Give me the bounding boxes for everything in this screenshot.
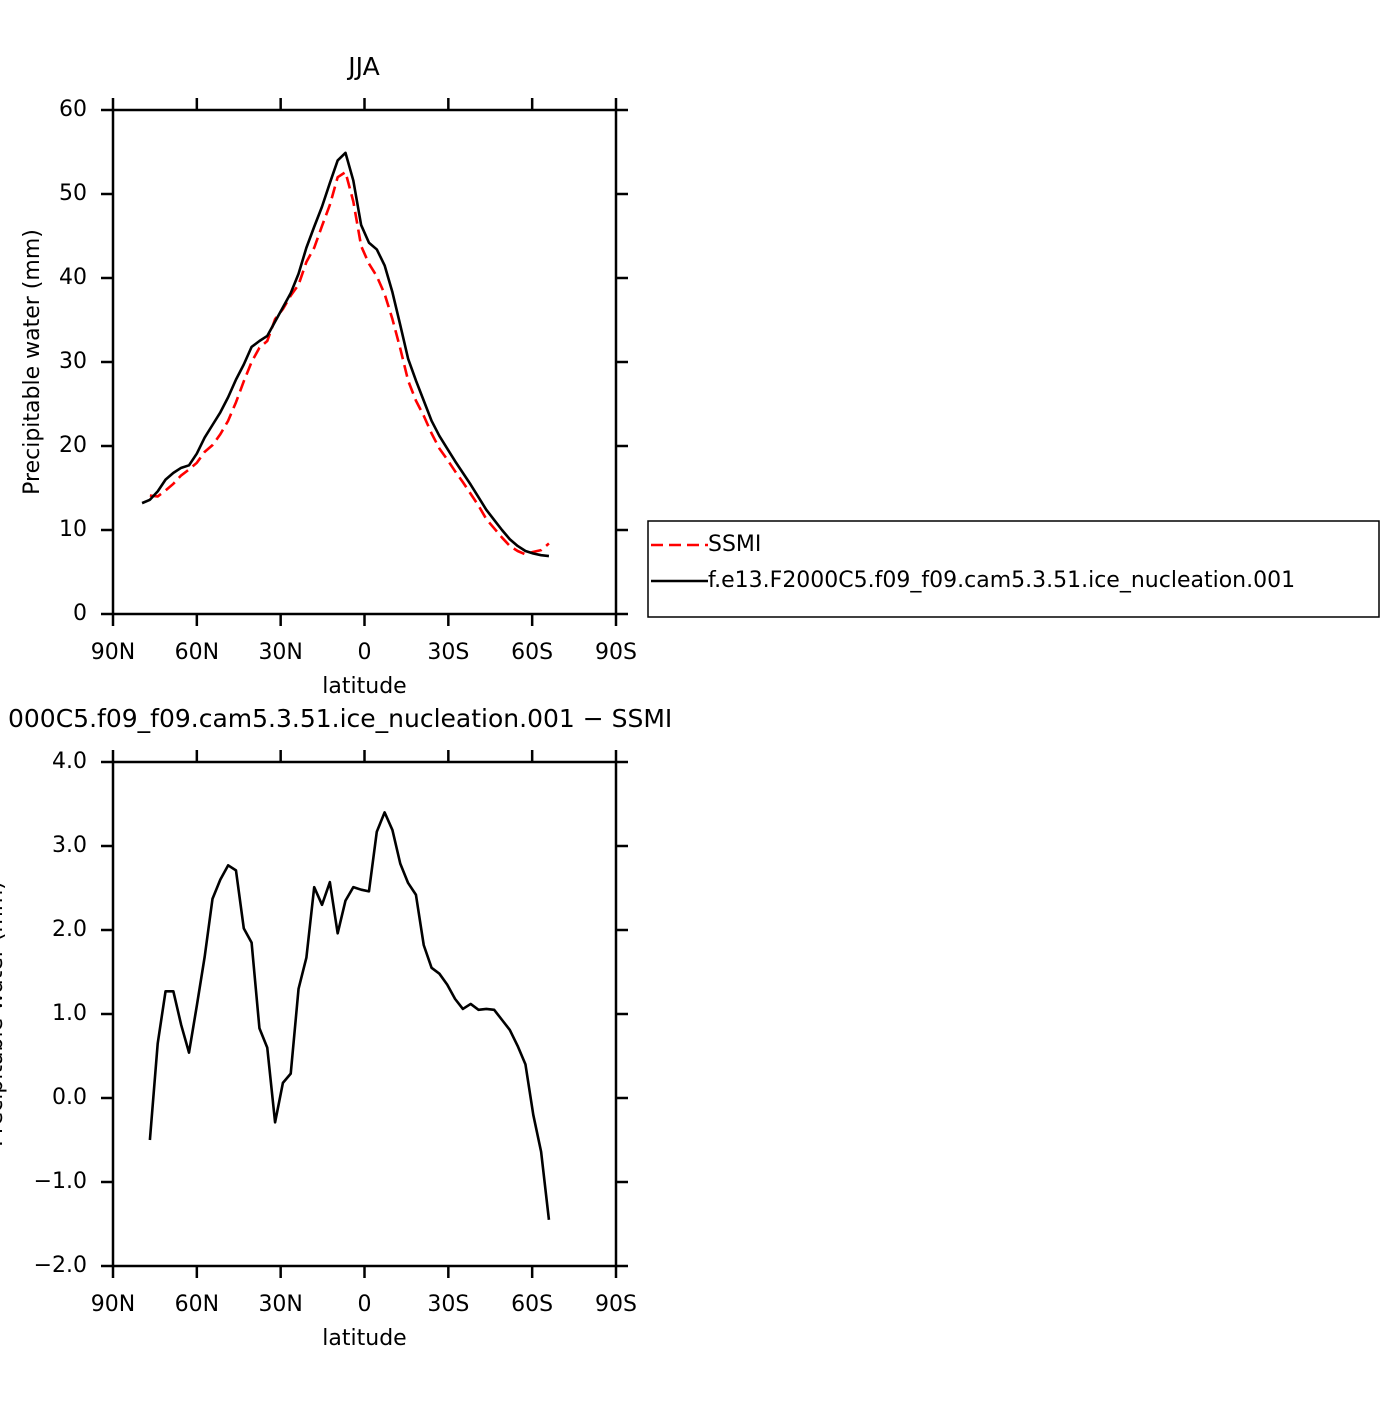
y-tick-label: 4.0 — [52, 749, 87, 774]
x-tick-label: 90N — [91, 1292, 135, 1317]
x-tick-label: 60S — [511, 1292, 553, 1317]
y-tick-label: 0.0 — [52, 1085, 87, 1110]
chart-title: JJA — [346, 52, 379, 81]
x-axis-label: latitude — [322, 1326, 406, 1351]
y-tick-label: 10 — [59, 517, 87, 542]
x-tick-label: 30N — [258, 1292, 302, 1317]
plot-frame — [111, 760, 618, 1268]
y-tick-label: 0 — [73, 601, 87, 626]
y-tick-label: 40 — [59, 265, 87, 290]
data-line — [148, 811, 551, 1220]
x-tick-label: 60S — [511, 640, 553, 665]
y-tick-label: 30 — [59, 349, 87, 374]
x-tick-label: 30S — [427, 640, 469, 665]
x-axis-label: latitude — [322, 674, 406, 699]
x-tick-label: 60N — [175, 640, 219, 665]
chart-title: 000C5.f09_f09.cam5.3.51.ice_nucleation.0… — [8, 704, 672, 733]
x-tick-label: 30S — [427, 1292, 469, 1317]
legend-label: f.e13.F2000C5.f09_f09.cam5.3.51.ice_nucl… — [708, 568, 1295, 593]
x-tick-label: 90N — [91, 640, 135, 665]
x-tick-label: 0 — [358, 1292, 372, 1317]
y-axis-label: Precipitable water (mm) — [0, 881, 8, 1147]
y-axis-label: Precipitable water (mm) — [20, 229, 45, 495]
y-tick-label: 20 — [59, 433, 87, 458]
x-tick-label: 90S — [595, 1292, 637, 1317]
x-tick-label: 0 — [358, 640, 372, 665]
x-tick-label: 90S — [595, 640, 637, 665]
legend-label: SSMI — [708, 532, 761, 557]
data-line — [149, 170, 550, 556]
y-tick-label: 2.0 — [52, 917, 87, 942]
x-tick-label: 30N — [258, 640, 302, 665]
y-tick-label: −1.0 — [34, 1169, 87, 1194]
data-line — [141, 151, 550, 558]
y-tick-label: 50 — [59, 181, 87, 206]
y-tick-label: 60 — [59, 97, 87, 122]
plot-frame — [111, 108, 618, 616]
y-tick-label: 3.0 — [52, 833, 87, 858]
legend-box — [647, 520, 1380, 618]
y-tick-label: 1.0 — [52, 1001, 87, 1026]
y-tick-label: −2.0 — [34, 1253, 87, 1278]
x-tick-label: 60N — [175, 1292, 219, 1317]
